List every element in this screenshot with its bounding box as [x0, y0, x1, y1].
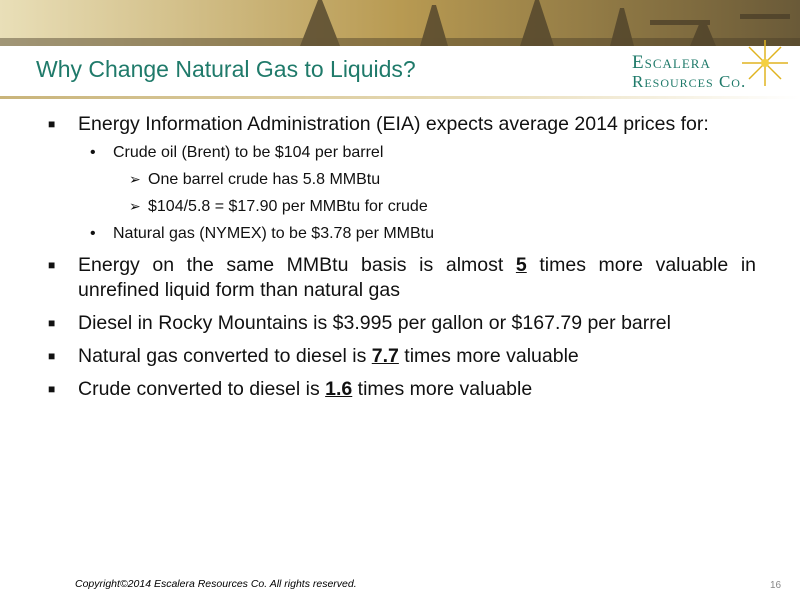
slide-title: Why Change Natural Gas to Liquids? — [36, 56, 416, 82]
bullet-text: times more valuable — [398, 345, 579, 367]
bullet-item: Natural gas converted to diesel is 7.7 t… — [48, 344, 756, 369]
bullet-text: times more valuable — [352, 378, 533, 400]
emphasis: 7.7 — [371, 345, 399, 367]
bullet-text: Crude oil (Brent) to be $104 per barrel — [113, 144, 384, 161]
page-number: 16 — [770, 580, 782, 591]
logo-star — [742, 40, 788, 86]
bullet-item: Energy on the same MMBtu basis is almost… — [48, 253, 756, 303]
logo-name: Escalera — [632, 52, 711, 73]
bullet-text: Energy on the same MMBtu basis is almost — [78, 254, 516, 276]
logo-suffix: Co. — [718, 72, 747, 91]
bullet-list: Energy Information Administration (EIA) … — [48, 112, 756, 410]
bullet-text: Diesel in Rocky Mountains is $3.995 per … — [78, 312, 671, 334]
bullet-text: $104/5.8 = $17.90 per MMBtu for crude — [148, 198, 428, 215]
bullet-item: Energy Information Administration (EIA) … — [48, 112, 756, 245]
bullet-text: Crude converted to diesel is — [78, 378, 326, 400]
bullet-text: Natural gas converted to diesel is — [78, 345, 372, 367]
logo-line2: Resources Co. — [632, 72, 746, 92]
emphasis: 1.6 — [325, 378, 353, 400]
bullet-item: Natural gas (NYMEX) to be $3.78 per MMBt… — [78, 223, 756, 245]
logo: Escalera Resources Co. — [632, 40, 792, 98]
bullet-text: One barrel crude has 5.8 MMBtu — [148, 171, 381, 188]
banner-image — [0, 0, 800, 46]
bullet-text: times more valuable in unrefined liquid … — [78, 254, 756, 301]
logo-resources: Resources — [632, 72, 714, 91]
bullet-item: Crude converted to diesel is 1.6 times m… — [48, 377, 756, 402]
copyright: Copyright©2014 Escalera Resources Co. Al… — [75, 578, 357, 590]
bullet-item: Crude oil (Brent) to be $104 per barrel O… — [78, 142, 756, 218]
bullet-item: One barrel crude has 5.8 MMBtu — [113, 169, 756, 191]
bullet-text: Natural gas (NYMEX) to be $3.78 per MMBt… — [113, 225, 435, 242]
bullet-item: $104/5.8 = $17.90 per MMBtu for crude — [113, 196, 756, 218]
emphasis: 5 — [515, 254, 527, 276]
title-rule — [0, 96, 800, 99]
bullet-item: Diesel in Rocky Mountains is $3.995 per … — [48, 311, 756, 336]
bullet-text: Energy Information Administration (EIA) … — [78, 113, 709, 135]
